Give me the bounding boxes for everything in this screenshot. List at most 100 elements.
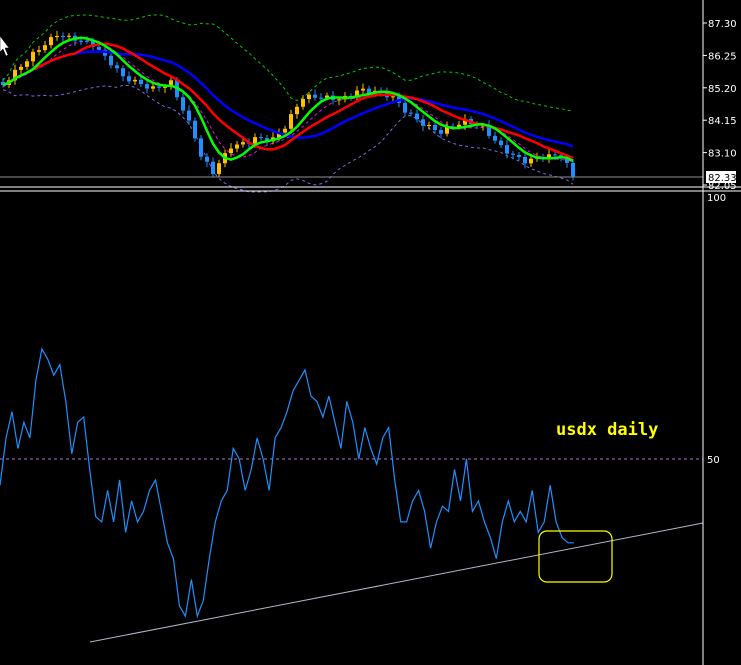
mouse-cursor-icon xyxy=(0,35,10,57)
axis-label: 85.20 xyxy=(708,84,737,95)
candle-body xyxy=(445,126,449,134)
candle-body xyxy=(313,94,317,98)
indicator-line xyxy=(0,347,575,619)
candle-body xyxy=(55,36,59,38)
candle-body xyxy=(181,97,185,111)
candle-body xyxy=(415,113,419,120)
medium-ma-line xyxy=(2,42,574,160)
chart-annotation: usdx daily xyxy=(556,420,658,440)
fast-ma-line xyxy=(2,36,574,163)
candle-body xyxy=(115,65,119,69)
candle-body xyxy=(301,98,305,107)
candle-body xyxy=(109,55,113,66)
candle-body xyxy=(427,125,431,127)
candle-body xyxy=(235,144,239,149)
candle-body xyxy=(325,95,329,98)
candle-body xyxy=(25,61,29,67)
candle-body xyxy=(49,37,53,46)
candle-body xyxy=(277,132,281,138)
slow-ma-line xyxy=(2,50,574,148)
candle-body xyxy=(67,35,71,37)
candle-body xyxy=(43,45,47,51)
candle-body xyxy=(253,137,257,144)
candle-body xyxy=(97,46,101,50)
candle-body xyxy=(37,50,41,52)
candle-body xyxy=(205,156,209,162)
candle-body xyxy=(217,163,221,175)
highlight-box xyxy=(538,530,613,583)
axis-label: 82.05 xyxy=(708,181,737,192)
candle-body xyxy=(433,125,437,131)
candle-body xyxy=(283,128,287,133)
candle-body xyxy=(463,118,467,125)
price-pane xyxy=(0,14,703,193)
candle-body xyxy=(151,86,155,89)
candle-body xyxy=(307,94,311,99)
candle-body xyxy=(403,102,407,113)
candle-body xyxy=(265,138,269,142)
candle-body xyxy=(565,158,569,163)
candle-body xyxy=(229,148,233,154)
candle-body xyxy=(493,135,497,141)
candle-body xyxy=(157,86,161,88)
candle-body xyxy=(211,161,215,175)
candle-body xyxy=(409,112,413,114)
candle-body xyxy=(337,99,341,101)
current-price-badge xyxy=(706,171,736,183)
upper-band-line xyxy=(2,14,574,112)
candle-body xyxy=(127,76,131,82)
candle-body xyxy=(481,125,485,127)
candle-body xyxy=(367,88,371,93)
candle-body xyxy=(61,36,65,38)
candle-body xyxy=(355,90,359,97)
candle-body xyxy=(121,68,125,77)
trendline xyxy=(89,522,704,643)
candle-body xyxy=(133,79,137,82)
candle-body xyxy=(193,120,197,139)
lower-band-line xyxy=(2,84,574,193)
candle-body xyxy=(19,66,23,70)
candle-body xyxy=(145,84,149,89)
axis-label: 84.15 xyxy=(708,116,737,127)
candle-body xyxy=(511,153,515,155)
candle-body xyxy=(553,154,557,156)
indicator-axis-label: 50 xyxy=(707,455,720,466)
candle-body xyxy=(187,110,191,121)
candle-body xyxy=(523,156,527,164)
axis-label: 86.25 xyxy=(708,51,737,62)
candle-body xyxy=(499,140,503,146)
axis-label: 87.30 xyxy=(708,19,737,30)
candle-body xyxy=(13,69,17,81)
candle-body xyxy=(547,154,551,159)
axis-label: 83.10 xyxy=(708,149,737,160)
candle-body xyxy=(79,40,83,42)
candle-body xyxy=(85,40,89,42)
candle-body xyxy=(199,138,203,157)
candle-body xyxy=(295,106,299,115)
candle-body xyxy=(91,41,95,47)
current-price-label: 82.33 xyxy=(708,173,737,184)
candle-body xyxy=(361,88,365,91)
candle-body xyxy=(391,96,395,98)
candle-body xyxy=(31,51,35,62)
candle-body xyxy=(439,130,443,134)
candle-body xyxy=(241,142,245,145)
candle-body xyxy=(421,119,425,126)
candle-body xyxy=(163,86,167,88)
indicator-axis-label: 100 xyxy=(707,193,726,204)
candle-body xyxy=(169,80,173,87)
candle-body xyxy=(505,145,509,154)
candle-body xyxy=(517,154,521,157)
indicator-pane xyxy=(0,347,704,643)
candle-body xyxy=(319,97,323,99)
candle-body xyxy=(457,124,461,128)
candle-body xyxy=(1,81,5,86)
candle-body xyxy=(139,79,143,85)
candle-body xyxy=(259,137,263,139)
candle-body xyxy=(571,162,575,177)
candle-body xyxy=(289,114,293,129)
candle-body xyxy=(487,125,491,136)
candle-body xyxy=(529,158,533,164)
